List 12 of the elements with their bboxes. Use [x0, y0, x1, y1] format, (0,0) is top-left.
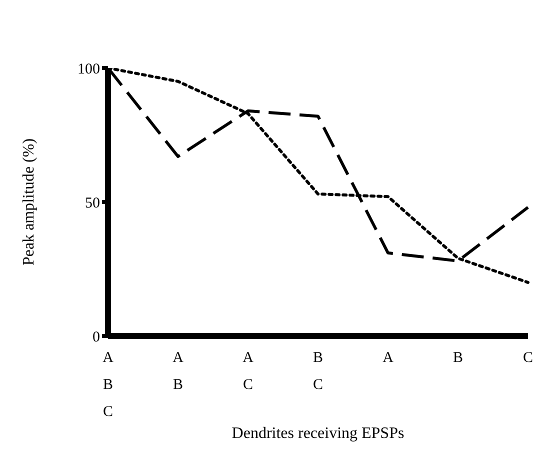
y-tick-label: 100 [78, 61, 100, 78]
x-tick-label: C [522, 350, 534, 366]
x-axis-title: Dendrites receiving EPSPs [232, 425, 404, 442]
y-tick-label: 50 [85, 195, 100, 212]
y-tick-label: 0 [92, 329, 100, 346]
x-tick-label: B C [312, 350, 324, 393]
x-tick-label: A [382, 350, 394, 366]
x-tick-label: A C [242, 350, 254, 393]
x-tick-label: A B [172, 350, 184, 393]
y-axis-title: Peak amplitude (%) [20, 138, 38, 266]
x-tick-label: B [452, 350, 464, 366]
x-tick-label: A B C [102, 350, 114, 420]
